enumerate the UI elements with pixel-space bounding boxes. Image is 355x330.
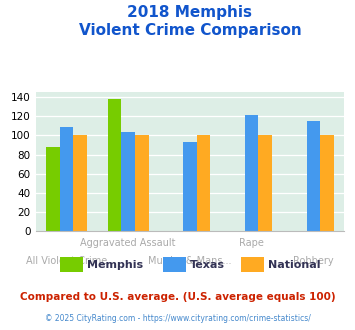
Text: Murder & Mans...: Murder & Mans...: [148, 256, 232, 266]
Bar: [307, 121, 320, 231]
Text: 2018 Memphis: 2018 Memphis: [127, 5, 252, 20]
Text: Compared to U.S. average. (U.S. average equals 100): Compared to U.S. average. (U.S. average …: [20, 292, 335, 302]
Bar: [60, 127, 73, 231]
Bar: [320, 135, 334, 231]
Text: Texas: Texas: [190, 260, 225, 270]
Text: Rape: Rape: [239, 238, 264, 248]
Text: © 2025 CityRating.com - https://www.cityrating.com/crime-statistics/: © 2025 CityRating.com - https://www.city…: [45, 314, 310, 323]
Text: Aggravated Assault: Aggravated Assault: [80, 238, 176, 248]
Bar: [197, 135, 210, 231]
Text: Violent Crime Comparison: Violent Crime Comparison: [78, 23, 301, 38]
Text: National: National: [268, 260, 321, 270]
Bar: [108, 99, 121, 231]
Bar: [46, 147, 60, 231]
Bar: [121, 132, 135, 231]
Text: Memphis: Memphis: [87, 260, 143, 270]
Bar: [73, 135, 87, 231]
Bar: [245, 115, 258, 231]
Text: All Violent Crime: All Violent Crime: [26, 256, 107, 266]
Bar: [183, 142, 197, 231]
Bar: [258, 135, 272, 231]
Bar: [135, 135, 148, 231]
Text: Robbery: Robbery: [293, 256, 334, 266]
